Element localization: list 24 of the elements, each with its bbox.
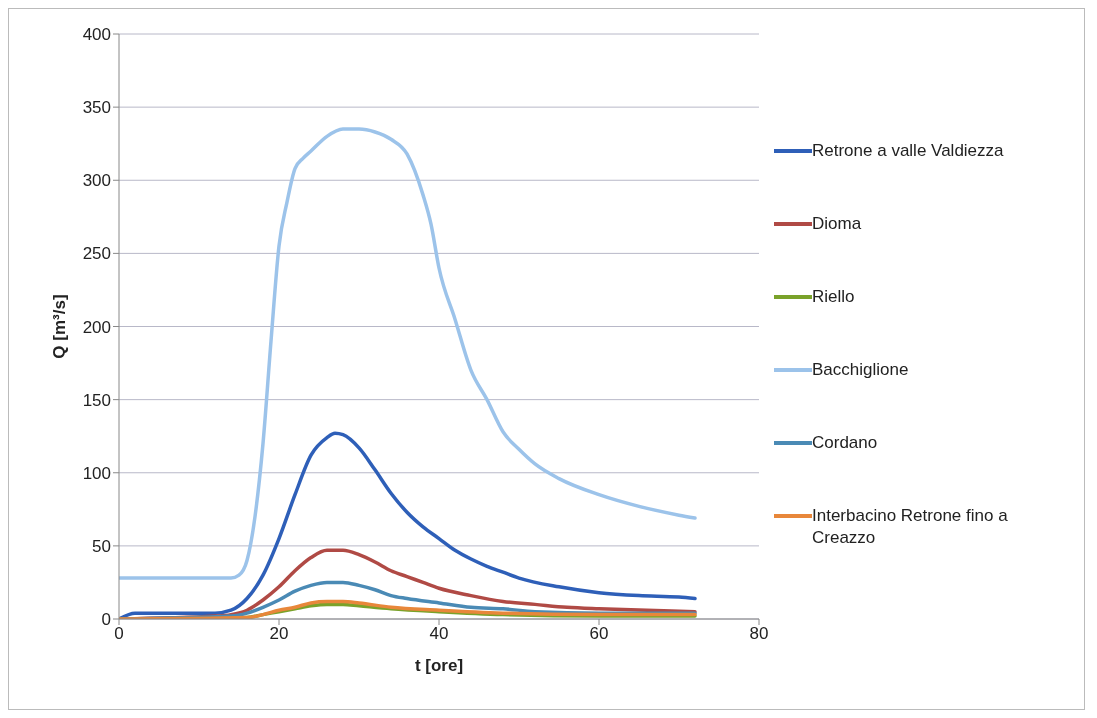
x-tick-label: 60: [589, 624, 609, 644]
legend-label: Interbacino Retrone fino a Creazzo: [812, 505, 1009, 549]
x-tick-label: 40: [429, 624, 449, 644]
y-tick-label: 300: [82, 171, 111, 191]
y-tick-label: 200: [82, 317, 111, 337]
x-tick-label: 0: [114, 624, 124, 644]
y-tick-label: 150: [82, 390, 111, 410]
y-axis-title: Q [m³/s]: [50, 294, 70, 359]
y-tick-label: 250: [82, 244, 111, 264]
y-tick-label: 350: [82, 98, 111, 118]
legend-label: Retrone a valle Valdiezza: [812, 140, 1004, 162]
legend-label: Riello: [812, 286, 855, 308]
y-tick-label: 0: [101, 610, 111, 630]
x-tick-label: 20: [269, 624, 289, 644]
y-tick-label: 50: [92, 536, 111, 556]
line-series: [119, 127, 697, 580]
legend-label: Bacchiglione: [812, 359, 909, 381]
x-tick-label: 80: [749, 624, 769, 644]
line-series: [119, 431, 697, 619]
legend-label: Dioma: [812, 213, 862, 235]
legend-label: Cordano: [812, 432, 878, 454]
y-tick-label: 400: [82, 25, 111, 45]
y-tick-label: 100: [82, 463, 111, 483]
x-axis-title: t [ore]: [414, 656, 464, 675]
